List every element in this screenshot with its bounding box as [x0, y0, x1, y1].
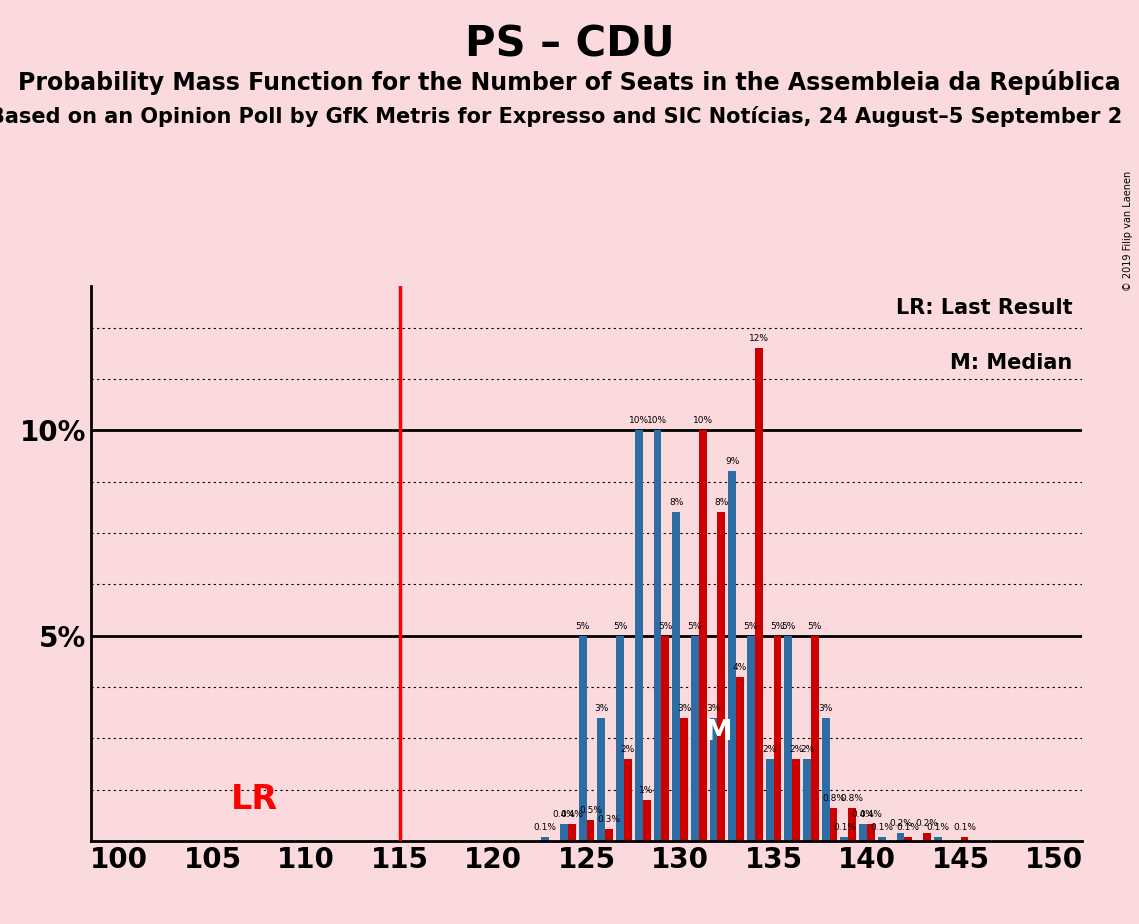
- Text: 5%: 5%: [808, 622, 822, 630]
- Bar: [728, 471, 736, 841]
- Text: M: M: [705, 718, 732, 747]
- Text: 3%: 3%: [706, 704, 721, 712]
- Bar: [934, 837, 942, 841]
- Bar: [829, 808, 837, 841]
- Text: 0.8%: 0.8%: [822, 794, 845, 803]
- Text: 2%: 2%: [621, 745, 636, 754]
- Text: 2%: 2%: [800, 745, 814, 754]
- Text: 0.1%: 0.1%: [870, 822, 893, 832]
- Bar: [691, 636, 698, 841]
- Bar: [822, 718, 829, 841]
- Text: 2%: 2%: [789, 745, 803, 754]
- Bar: [923, 833, 931, 841]
- Text: 12%: 12%: [748, 334, 769, 343]
- Text: 0.4%: 0.4%: [860, 810, 883, 820]
- Bar: [718, 512, 726, 841]
- Bar: [654, 431, 662, 841]
- Bar: [634, 431, 642, 841]
- Bar: [765, 759, 773, 841]
- Bar: [849, 808, 857, 841]
- Bar: [841, 837, 849, 841]
- Bar: [642, 800, 650, 841]
- Bar: [960, 837, 968, 841]
- Text: 5%: 5%: [658, 622, 672, 630]
- Bar: [773, 636, 781, 841]
- Text: 5%: 5%: [613, 622, 628, 630]
- Text: 10%: 10%: [693, 416, 713, 425]
- Text: 0.5%: 0.5%: [579, 807, 603, 815]
- Text: 0.3%: 0.3%: [598, 815, 621, 823]
- Text: 8%: 8%: [669, 498, 683, 507]
- Bar: [859, 824, 867, 841]
- Text: Based on an Opinion Poll by GfK Metris for Expresso and SIC Notícias, 24 August–: Based on an Opinion Poll by GfK Metris f…: [0, 106, 1122, 128]
- Text: 4%: 4%: [734, 663, 747, 672]
- Text: 5%: 5%: [744, 622, 759, 630]
- Bar: [785, 636, 793, 841]
- Text: 0.4%: 0.4%: [552, 810, 575, 820]
- Bar: [624, 759, 632, 841]
- Bar: [568, 824, 575, 841]
- Bar: [755, 348, 763, 841]
- Text: 0.1%: 0.1%: [953, 822, 976, 832]
- Bar: [747, 636, 755, 841]
- Text: 3%: 3%: [595, 704, 608, 712]
- Text: 10%: 10%: [629, 416, 649, 425]
- Text: 5%: 5%: [781, 622, 795, 630]
- Bar: [803, 759, 811, 841]
- Text: 2%: 2%: [762, 745, 777, 754]
- Bar: [598, 718, 605, 841]
- Text: 3%: 3%: [819, 704, 833, 712]
- Text: 9%: 9%: [726, 457, 739, 467]
- Bar: [904, 837, 912, 841]
- Text: 0.8%: 0.8%: [841, 794, 863, 803]
- Text: Probability Mass Function for the Number of Seats in the Assembleia da República: Probability Mass Function for the Number…: [18, 69, 1121, 95]
- Text: LR: LR: [231, 784, 278, 816]
- Text: PS – CDU: PS – CDU: [465, 23, 674, 65]
- Text: 0.1%: 0.1%: [534, 822, 557, 832]
- Text: 10%: 10%: [647, 416, 667, 425]
- Bar: [541, 837, 549, 841]
- Text: © 2019 Filip van Laenen: © 2019 Filip van Laenen: [1123, 171, 1133, 291]
- Bar: [867, 824, 875, 841]
- Bar: [896, 833, 904, 841]
- Text: 0.2%: 0.2%: [890, 819, 912, 828]
- Bar: [605, 829, 613, 841]
- Text: 0.1%: 0.1%: [926, 822, 950, 832]
- Text: 5%: 5%: [770, 622, 785, 630]
- Bar: [698, 431, 706, 841]
- Bar: [793, 759, 800, 841]
- Text: 0.2%: 0.2%: [916, 819, 939, 828]
- Bar: [672, 512, 680, 841]
- Text: M: Median: M: Median: [950, 353, 1072, 373]
- Bar: [878, 837, 886, 841]
- Bar: [579, 636, 587, 841]
- Bar: [587, 821, 595, 841]
- Text: 0.1%: 0.1%: [896, 822, 920, 832]
- Bar: [662, 636, 670, 841]
- Bar: [811, 636, 819, 841]
- Text: 3%: 3%: [677, 704, 691, 712]
- Text: 0.4%: 0.4%: [560, 810, 583, 820]
- Text: 0.1%: 0.1%: [833, 822, 855, 832]
- Bar: [736, 676, 744, 841]
- Text: 8%: 8%: [714, 498, 729, 507]
- Text: LR: Last Result: LR: Last Result: [895, 298, 1072, 318]
- Bar: [710, 718, 718, 841]
- Text: 1%: 1%: [639, 785, 654, 795]
- Text: 5%: 5%: [575, 622, 590, 630]
- Bar: [616, 636, 624, 841]
- Bar: [680, 718, 688, 841]
- Text: 5%: 5%: [688, 622, 702, 630]
- Bar: [560, 824, 568, 841]
- Text: 0.4%: 0.4%: [852, 810, 875, 820]
